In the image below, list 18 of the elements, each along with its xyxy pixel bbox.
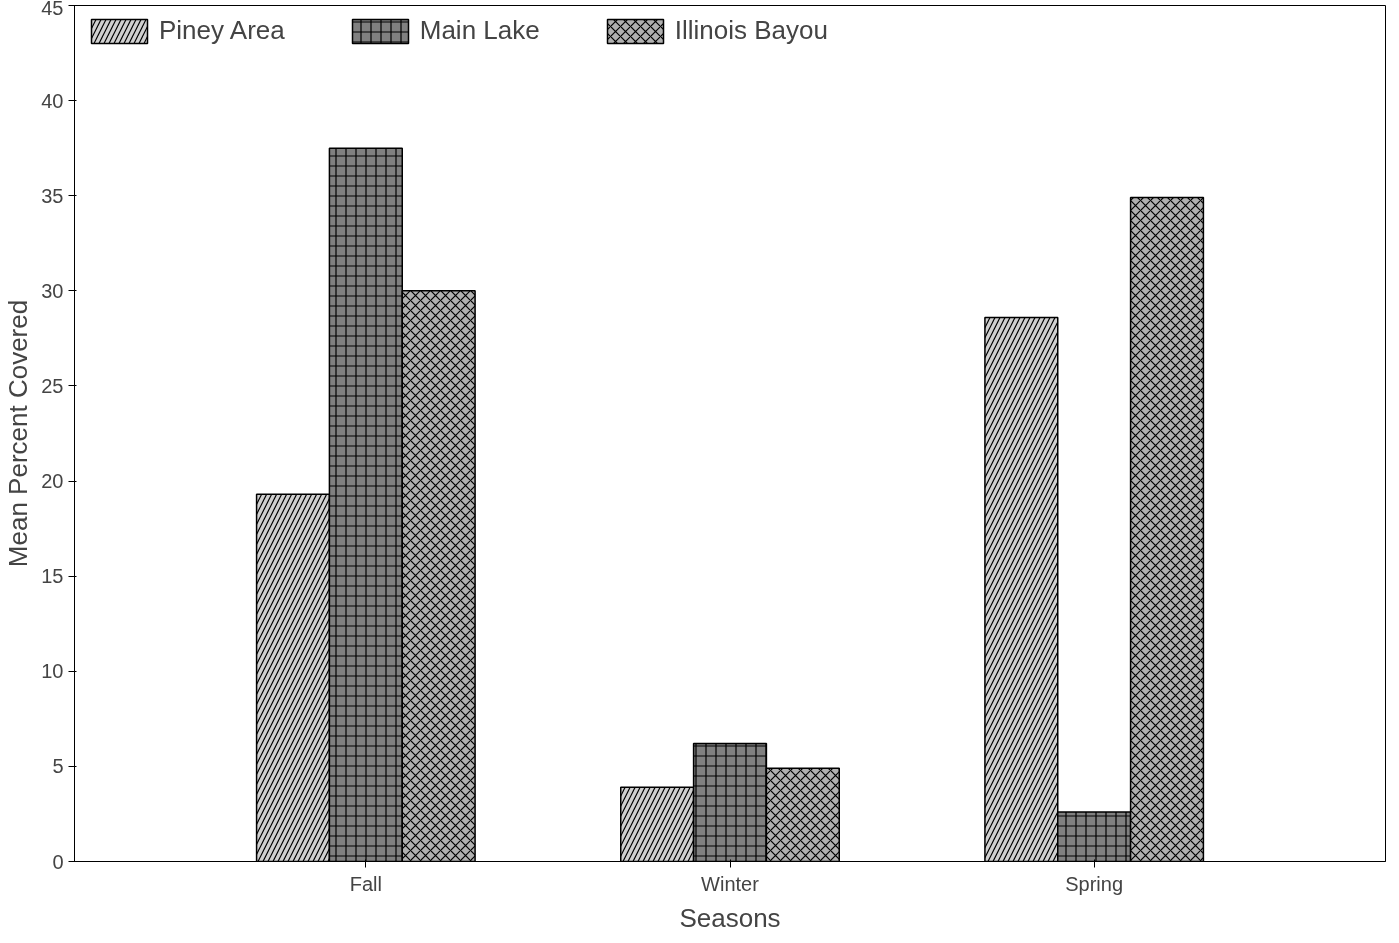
y-tick-label: 45 (41, 0, 64, 19)
y-tick-label: 15 (41, 565, 64, 588)
x-tick-label: Spring (1065, 872, 1124, 895)
y-tick-label: 35 (41, 184, 64, 207)
y-tick-label: 25 (41, 374, 64, 397)
y-axis-title: Mean Percent Covered (3, 299, 34, 568)
x-tick-label: Winter (701, 872, 760, 895)
legend-label: Piney Area (159, 15, 285, 46)
legend-label: Main Lake (419, 15, 540, 46)
y-tick-label: 5 (52, 755, 64, 778)
y-tick-label: 20 (41, 470, 64, 493)
y-tick-label: 0 (52, 850, 64, 873)
legend-label: Illinois Bayou (674, 15, 828, 46)
y-tick-label: 30 (41, 279, 64, 302)
y-tick-label: 40 (41, 89, 64, 112)
x-tick-label: Fall (349, 872, 382, 895)
y-tick-label: 10 (41, 660, 64, 683)
x-axis-title: Seasons (679, 902, 781, 933)
